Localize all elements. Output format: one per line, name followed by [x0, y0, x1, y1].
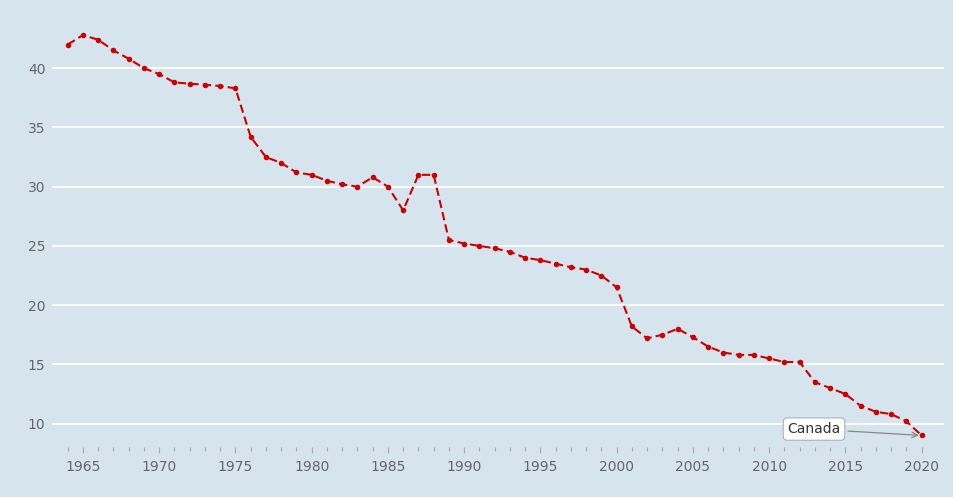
Text: Canada: Canada — [786, 422, 917, 438]
